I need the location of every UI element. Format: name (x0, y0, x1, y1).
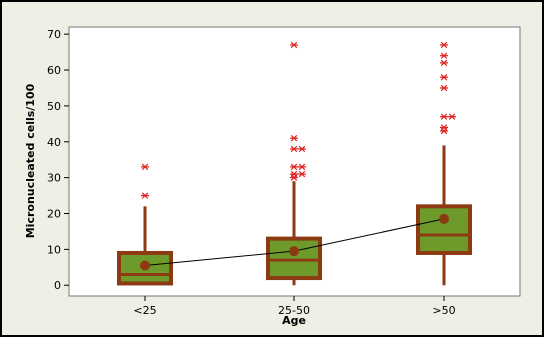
outlier-marker (440, 113, 448, 120)
outlier-stroke (290, 41, 298, 49)
outlier-stroke (141, 192, 149, 199)
mean-dot (439, 213, 449, 224)
y-tick-label: 50 (47, 100, 61, 113)
x-axis: <25 25-50 >50 (133, 296, 456, 317)
box (416, 204, 472, 255)
x-tick-label: 25-50 (278, 304, 310, 317)
y-tick-label: 0 (54, 279, 61, 292)
outlier-stroke (298, 163, 306, 171)
y-tick-label: 30 (47, 172, 61, 185)
outlier-marker (440, 124, 448, 131)
outlier-marker (440, 41, 448, 49)
outlier-stroke (298, 145, 306, 153)
outlier-stroke (448, 113, 456, 120)
outlier-stroke (440, 124, 448, 131)
outlier-stroke (290, 145, 298, 153)
outlier-stroke (440, 52, 448, 59)
outlier-stroke (141, 163, 149, 171)
outlier-marker (141, 192, 149, 199)
y-axis: 0 10 20 30 40 50 60 70 (47, 28, 69, 292)
outlier-marker (440, 84, 448, 92)
outliers (141, 41, 456, 199)
y-axis-label: Micronucleated cells/100 (24, 83, 37, 238)
box (266, 236, 322, 281)
outlier-marker (290, 41, 298, 49)
outlier-marker (290, 170, 298, 178)
x-tick-label: >50 (432, 304, 455, 317)
outlier-marker (448, 113, 456, 120)
outlier-stroke (440, 84, 448, 92)
boxplots (117, 145, 472, 286)
outlier-marker (440, 59, 448, 67)
outlier-marker (440, 73, 448, 81)
y-tick-label: 20 (47, 208, 61, 221)
outlier-stroke (440, 73, 448, 81)
outlier-marker (440, 52, 448, 59)
outlier-marker (298, 170, 306, 178)
boxplot-2 (266, 181, 322, 286)
outlier-stroke (290, 163, 298, 171)
outlier-stroke (440, 41, 448, 49)
mean-dot (289, 246, 299, 257)
y-tick-label: 60 (47, 64, 61, 77)
mean-dot (140, 260, 150, 271)
x-tick-label: <25 (133, 304, 156, 317)
outlier-marker (298, 145, 306, 153)
y-tick-label: 10 (47, 243, 61, 256)
outlier-marker (290, 145, 298, 153)
outlier-marker (290, 163, 298, 171)
outlier-marker (141, 163, 149, 171)
x-axis-label: Age (282, 314, 306, 327)
outlier-stroke (440, 113, 448, 120)
outlier-marker (298, 163, 306, 171)
mean-connect-line (140, 213, 449, 271)
outlier-stroke (440, 59, 448, 67)
outlier-marker (290, 134, 298, 142)
outlier-stroke (298, 170, 306, 178)
outlier-stroke (290, 170, 298, 178)
outlier-stroke (290, 134, 298, 142)
y-tick-label: 70 (47, 28, 61, 41)
y-tick-label: 40 (47, 136, 61, 149)
